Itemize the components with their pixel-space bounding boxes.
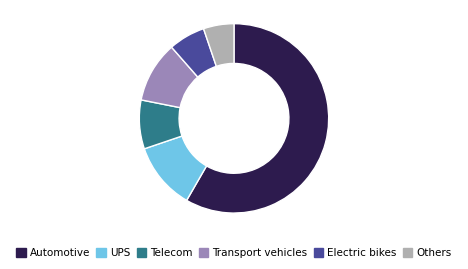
Wedge shape bbox=[187, 24, 329, 213]
Wedge shape bbox=[172, 29, 216, 77]
Wedge shape bbox=[204, 24, 234, 66]
Wedge shape bbox=[141, 47, 198, 108]
Wedge shape bbox=[144, 136, 206, 200]
Wedge shape bbox=[139, 100, 182, 149]
Legend: Automotive, UPS, Telecom, Transport vehicles, Electric bikes, Others: Automotive, UPS, Telecom, Transport vehi… bbox=[12, 244, 456, 262]
